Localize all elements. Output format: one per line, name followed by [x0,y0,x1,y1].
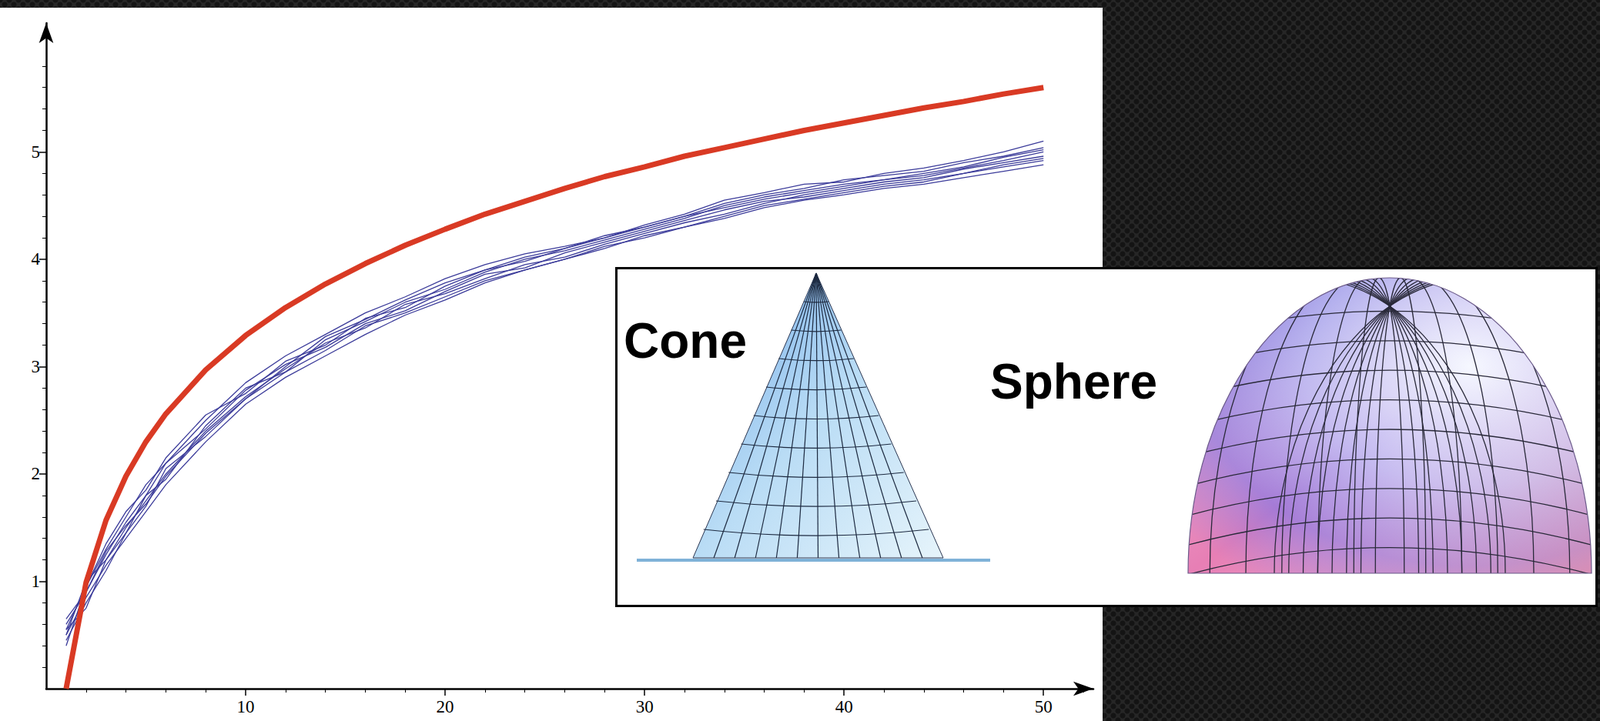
svg-text:40: 40 [835,697,854,717]
svg-text:Cone: Cone [623,313,747,369]
svg-text:2: 2 [31,464,41,484]
svg-text:50: 50 [1034,697,1053,717]
svg-text:30: 30 [635,697,654,717]
svg-text:20: 20 [436,697,455,717]
svg-text:5: 5 [31,142,41,162]
svg-text:10: 10 [237,697,255,717]
svg-text:Sphere: Sphere [990,354,1158,410]
svg-text:1: 1 [31,572,41,592]
svg-text:4: 4 [31,249,41,269]
svg-text:3: 3 [31,357,41,377]
